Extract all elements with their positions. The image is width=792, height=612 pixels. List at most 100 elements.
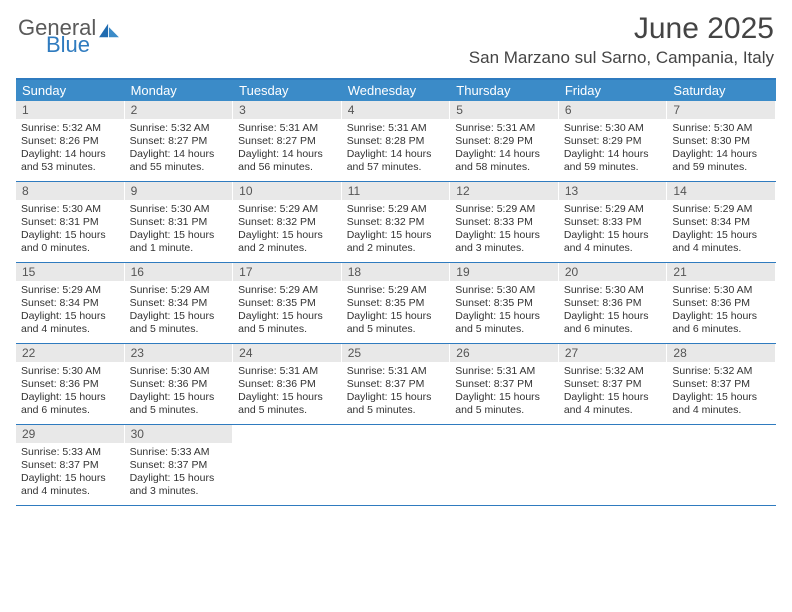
daylight-line1: Daylight: 14 hours <box>564 148 663 161</box>
day-number: 17 <box>233 263 342 281</box>
day-cell: Sunrise: 5:30 AMSunset: 8:29 PMDaylight:… <box>559 119 668 181</box>
sunrise: Sunrise: 5:33 AM <box>130 446 229 459</box>
day-number: 10 <box>233 182 342 200</box>
dow-row: Sunday Monday Tuesday Wednesday Thursday… <box>16 80 776 101</box>
sunrise: Sunrise: 5:31 AM <box>238 122 337 135</box>
daylight-line1: Daylight: 15 hours <box>130 391 229 404</box>
daylight-line2: and 4 minutes. <box>21 485 120 498</box>
week-row: 22232425262728Sunrise: 5:30 AMSunset: 8:… <box>16 344 776 425</box>
day-cell: Sunrise: 5:33 AMSunset: 8:37 PMDaylight:… <box>125 443 234 505</box>
daylight-line1: Daylight: 14 hours <box>238 148 337 161</box>
daylight-line1: Daylight: 15 hours <box>564 391 663 404</box>
daylight-line2: and 57 minutes. <box>347 161 446 174</box>
sunset: Sunset: 8:36 PM <box>130 378 229 391</box>
day-cell: Sunrise: 5:30 AMSunset: 8:30 PMDaylight:… <box>667 119 776 181</box>
day-number: 18 <box>342 263 451 281</box>
sunset: Sunset: 8:30 PM <box>672 135 771 148</box>
day-number <box>342 425 451 443</box>
daylight-line1: Daylight: 15 hours <box>238 310 337 323</box>
day-cell: Sunrise: 5:30 AMSunset: 8:36 PMDaylight:… <box>125 362 234 424</box>
sunset: Sunset: 8:31 PM <box>21 216 120 229</box>
day-number <box>233 425 342 443</box>
sunrise: Sunrise: 5:29 AM <box>347 203 446 216</box>
daylight-line2: and 2 minutes. <box>238 242 337 255</box>
sunrise: Sunrise: 5:32 AM <box>130 122 229 135</box>
day-number <box>450 425 559 443</box>
sunset: Sunset: 8:37 PM <box>21 459 120 472</box>
day-number: 5 <box>450 101 559 119</box>
sunset: Sunset: 8:36 PM <box>238 378 337 391</box>
sunset: Sunset: 8:31 PM <box>130 216 229 229</box>
sunset: Sunset: 8:29 PM <box>455 135 554 148</box>
sunset: Sunset: 8:27 PM <box>130 135 229 148</box>
daylight-line2: and 59 minutes. <box>564 161 663 174</box>
day-number: 28 <box>667 344 776 362</box>
sunrise: Sunrise: 5:30 AM <box>672 122 771 135</box>
day-cell: Sunrise: 5:30 AMSunset: 8:36 PMDaylight:… <box>559 281 668 343</box>
daylight-line2: and 56 minutes. <box>238 161 337 174</box>
day-cell: Sunrise: 5:31 AMSunset: 8:27 PMDaylight:… <box>233 119 342 181</box>
sunrise: Sunrise: 5:30 AM <box>672 284 771 297</box>
dow-sun: Sunday <box>16 80 125 101</box>
daylight-line1: Daylight: 14 hours <box>21 148 120 161</box>
dow-tue: Tuesday <box>233 80 342 101</box>
day-number: 24 <box>233 344 342 362</box>
day-cell <box>450 443 559 505</box>
daylight-line1: Daylight: 15 hours <box>21 310 120 323</box>
day-cell: Sunrise: 5:32 AMSunset: 8:37 PMDaylight:… <box>559 362 668 424</box>
sunset: Sunset: 8:29 PM <box>564 135 663 148</box>
day-cell: Sunrise: 5:30 AMSunset: 8:36 PMDaylight:… <box>667 281 776 343</box>
day-number: 3 <box>233 101 342 119</box>
daylight-line1: Daylight: 15 hours <box>130 472 229 485</box>
daylight-line1: Daylight: 15 hours <box>672 310 771 323</box>
sunset: Sunset: 8:36 PM <box>564 297 663 310</box>
sunset: Sunset: 8:35 PM <box>347 297 446 310</box>
sunset: Sunset: 8:26 PM <box>21 135 120 148</box>
daylight-line1: Daylight: 15 hours <box>564 229 663 242</box>
daylight-line1: Daylight: 15 hours <box>21 391 120 404</box>
daylight-line2: and 53 minutes. <box>21 161 120 174</box>
daylight-line2: and 58 minutes. <box>455 161 554 174</box>
sunset: Sunset: 8:34 PM <box>21 297 120 310</box>
day-cell: Sunrise: 5:32 AMSunset: 8:27 PMDaylight:… <box>125 119 234 181</box>
day-cell <box>342 443 451 505</box>
sunrise: Sunrise: 5:33 AM <box>21 446 120 459</box>
day-number: 12 <box>450 182 559 200</box>
day-number: 22 <box>16 344 125 362</box>
daylight-line2: and 6 minutes. <box>21 404 120 417</box>
daylight-line2: and 3 minutes. <box>455 242 554 255</box>
day-cell <box>233 443 342 505</box>
sunrise: Sunrise: 5:30 AM <box>130 203 229 216</box>
daylight-line2: and 5 minutes. <box>238 404 337 417</box>
day-number: 6 <box>559 101 668 119</box>
daylight-line2: and 6 minutes. <box>672 323 771 336</box>
day-cell: Sunrise: 5:29 AMSunset: 8:35 PMDaylight:… <box>342 281 451 343</box>
day-cell: Sunrise: 5:29 AMSunset: 8:33 PMDaylight:… <box>450 200 559 262</box>
daylight-line1: Daylight: 15 hours <box>672 229 771 242</box>
sunrise: Sunrise: 5:32 AM <box>564 365 663 378</box>
day-cell: Sunrise: 5:33 AMSunset: 8:37 PMDaylight:… <box>16 443 125 505</box>
day-number: 30 <box>125 425 234 443</box>
sunset: Sunset: 8:37 PM <box>130 459 229 472</box>
week-row: 15161718192021Sunrise: 5:29 AMSunset: 8:… <box>16 263 776 344</box>
daylight-line1: Daylight: 15 hours <box>238 229 337 242</box>
week-row: 891011121314Sunrise: 5:30 AMSunset: 8:31… <box>16 182 776 263</box>
day-cell: Sunrise: 5:29 AMSunset: 8:32 PMDaylight:… <box>342 200 451 262</box>
week-row: 2930Sunrise: 5:33 AMSunset: 8:37 PMDayli… <box>16 425 776 506</box>
sunrise: Sunrise: 5:29 AM <box>130 284 229 297</box>
daylight-line1: Daylight: 15 hours <box>455 391 554 404</box>
calendar: Sunday Monday Tuesday Wednesday Thursday… <box>16 78 776 506</box>
daylight-line2: and 5 minutes. <box>455 404 554 417</box>
daylight-line1: Daylight: 15 hours <box>347 310 446 323</box>
daylight-line2: and 55 minutes. <box>130 161 229 174</box>
daylight-line2: and 5 minutes. <box>238 323 337 336</box>
sunrise: Sunrise: 5:31 AM <box>455 122 554 135</box>
daylight-line2: and 5 minutes. <box>130 404 229 417</box>
sunset: Sunset: 8:35 PM <box>455 297 554 310</box>
day-number: 19 <box>450 263 559 281</box>
day-number <box>667 425 776 443</box>
daylight-line1: Daylight: 15 hours <box>564 310 663 323</box>
header: GeneralBlue June 2025 San Marzano sul Sa… <box>0 0 792 72</box>
sunrise: Sunrise: 5:29 AM <box>21 284 120 297</box>
sunrise: Sunrise: 5:31 AM <box>347 365 446 378</box>
